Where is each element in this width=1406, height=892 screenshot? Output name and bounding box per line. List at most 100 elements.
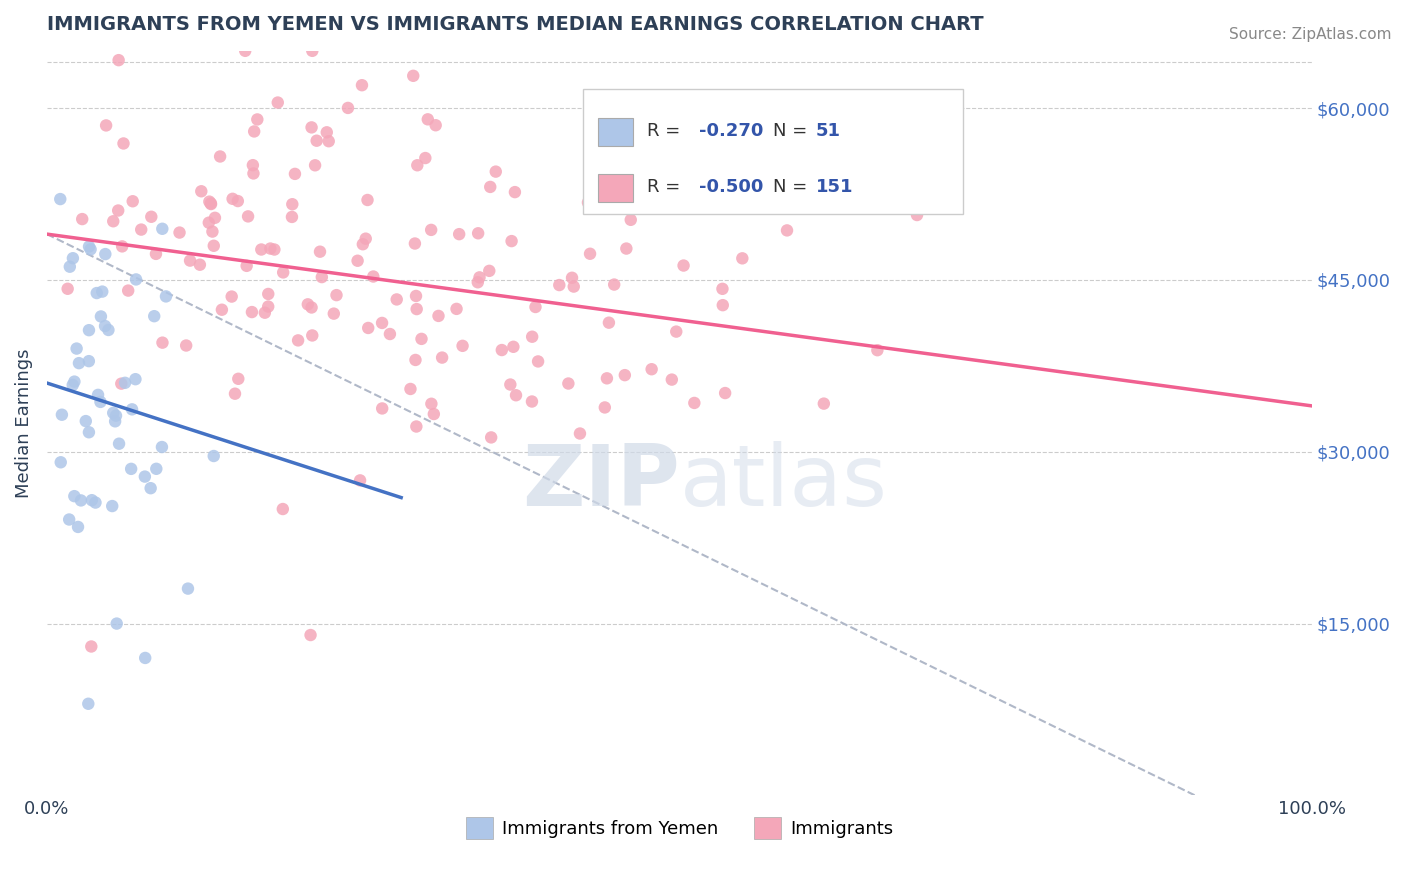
Point xyxy=(576,195,599,210)
Point xyxy=(357,321,380,335)
Point xyxy=(371,401,394,416)
Point xyxy=(263,243,285,257)
Text: IMMIGRANTS FROM YEMEN VS IMMIGRANTS MEDIAN EARNINGS CORRELATION CHART: IMMIGRANTS FROM YEMEN VS IMMIGRANTS MEDI… xyxy=(46,15,984,34)
Point xyxy=(378,326,401,341)
Point xyxy=(121,194,143,209)
Point xyxy=(430,351,453,365)
Point xyxy=(586,141,609,155)
Point xyxy=(107,203,129,218)
Legend: Immigrants from Yemen, Immigrants: Immigrants from Yemen, Immigrants xyxy=(458,809,901,846)
Point xyxy=(385,293,408,307)
Point xyxy=(299,628,322,642)
Point xyxy=(62,251,84,265)
Y-axis label: Median Earnings: Median Earnings xyxy=(15,349,32,498)
Point xyxy=(49,192,72,206)
Point xyxy=(411,332,433,346)
Point xyxy=(201,225,224,239)
Point xyxy=(287,334,309,348)
Point xyxy=(524,300,547,314)
Point xyxy=(654,143,676,157)
Point xyxy=(242,158,264,172)
Point xyxy=(253,306,276,320)
Point xyxy=(200,196,222,211)
Point xyxy=(311,270,333,285)
Point xyxy=(281,210,304,224)
Point xyxy=(129,222,152,236)
Point xyxy=(406,158,429,172)
Point xyxy=(503,185,526,199)
Point xyxy=(281,197,304,211)
Point xyxy=(67,356,90,370)
Point xyxy=(202,239,225,253)
Point xyxy=(271,265,294,279)
Point xyxy=(79,243,101,257)
Point xyxy=(346,253,368,268)
Point xyxy=(62,378,84,392)
Point xyxy=(415,151,437,165)
Point xyxy=(97,323,120,337)
Point xyxy=(405,419,427,434)
Point xyxy=(467,227,489,241)
Point xyxy=(620,212,643,227)
Point xyxy=(177,582,200,596)
Point xyxy=(145,462,167,476)
Point xyxy=(94,318,117,333)
Point xyxy=(598,316,620,330)
Point xyxy=(318,134,340,148)
Point xyxy=(257,287,280,301)
Point xyxy=(416,112,439,127)
Point xyxy=(77,425,100,440)
Point xyxy=(89,395,111,409)
Point xyxy=(301,328,323,343)
Point xyxy=(405,289,427,303)
Point xyxy=(468,270,491,285)
Point xyxy=(56,282,79,296)
Point xyxy=(169,226,191,240)
Point xyxy=(243,124,266,138)
Point xyxy=(711,282,734,296)
Point xyxy=(527,354,550,368)
Point xyxy=(451,339,474,353)
Point xyxy=(405,302,427,317)
Point xyxy=(665,325,688,339)
Point xyxy=(209,149,232,163)
Point xyxy=(77,697,100,711)
Point xyxy=(501,234,523,248)
Text: N =: N = xyxy=(773,178,813,196)
Point xyxy=(65,342,87,356)
Point xyxy=(714,386,737,401)
Point xyxy=(124,372,146,386)
Point xyxy=(905,208,928,222)
Point xyxy=(505,388,527,402)
Point xyxy=(614,242,637,256)
Point xyxy=(94,119,117,133)
Point xyxy=(309,244,332,259)
Text: -0.270: -0.270 xyxy=(699,122,763,140)
Point xyxy=(402,69,425,83)
Point xyxy=(627,113,650,128)
Text: 51: 51 xyxy=(815,122,841,140)
Point xyxy=(613,368,636,383)
Point xyxy=(152,335,174,350)
Point xyxy=(87,388,110,402)
Point xyxy=(134,651,156,665)
Point xyxy=(226,194,249,208)
Point xyxy=(179,253,201,268)
Text: 151: 151 xyxy=(815,178,853,196)
Point xyxy=(284,167,307,181)
Point xyxy=(593,401,616,415)
Point xyxy=(117,284,139,298)
Point xyxy=(77,239,100,253)
Point xyxy=(301,44,323,58)
Point xyxy=(640,362,662,376)
Point xyxy=(427,309,450,323)
Text: R =: R = xyxy=(647,122,686,140)
Point xyxy=(349,474,371,488)
Point xyxy=(485,164,508,178)
Point xyxy=(499,377,522,392)
Point xyxy=(235,259,257,273)
Point xyxy=(110,376,132,391)
Point xyxy=(301,301,323,315)
Point xyxy=(66,520,89,534)
Point xyxy=(49,455,72,469)
